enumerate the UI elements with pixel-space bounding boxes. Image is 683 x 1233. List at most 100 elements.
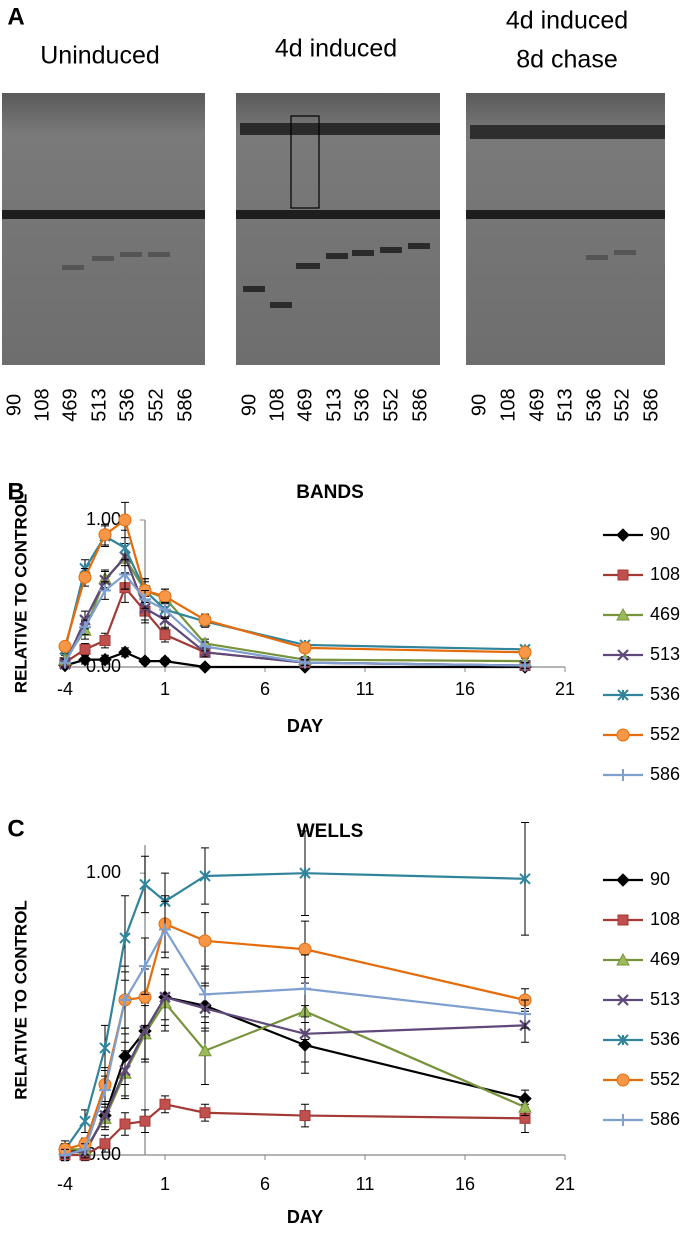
- lane-label: 552: [611, 388, 633, 421]
- x-tick-label: 11: [356, 1174, 375, 1194]
- marker: [518, 1100, 532, 1113]
- legend-marker: [616, 728, 630, 742]
- series: [58, 895, 532, 1156]
- lane-label: 586: [640, 388, 662, 421]
- lane-label: 513: [323, 388, 345, 421]
- marker: [79, 643, 91, 655]
- series: [59, 559, 531, 672]
- faint-bands: [62, 250, 636, 270]
- legend-marker: [616, 528, 630, 542]
- marker: [199, 870, 211, 882]
- marker: [98, 528, 112, 542]
- marker: [99, 1138, 111, 1150]
- marker: [198, 613, 212, 627]
- x-tick-label: 16: [455, 679, 475, 699]
- legend-label: 513: [650, 989, 680, 1009]
- gel-band: [243, 286, 265, 292]
- marker: [159, 923, 171, 936]
- y-tick-label: 1.00: [86, 509, 121, 529]
- legend-label: 108: [650, 564, 680, 584]
- series-line: [64, 585, 526, 667]
- lane-label: 90: [238, 394, 260, 416]
- marker: [78, 652, 92, 667]
- gel-band: [92, 256, 114, 261]
- marker: [59, 656, 71, 669]
- legend-marker: [616, 952, 630, 966]
- marker: [159, 991, 171, 1003]
- marker: [299, 1110, 311, 1122]
- marker: [298, 942, 312, 956]
- series: [59, 1095, 531, 1162]
- marker: [299, 656, 311, 669]
- marker: [78, 570, 92, 584]
- panel-label: A: [7, 3, 24, 30]
- marker: [119, 1064, 131, 1077]
- legend-marker: [617, 569, 629, 581]
- series-line: [64, 872, 526, 1150]
- marker: [158, 589, 172, 603]
- gel-band: [2, 210, 205, 219]
- series-line: [65, 995, 526, 1154]
- marker: [198, 660, 212, 674]
- gel-well: [470, 125, 665, 139]
- x-tick-label: 6: [260, 679, 270, 699]
- x-tick-label: 21: [555, 679, 575, 699]
- marker: [199, 988, 211, 1001]
- marker: [198, 1043, 212, 1057]
- lane-label: 108: [31, 388, 53, 421]
- marker: [139, 593, 151, 606]
- lane-label: 469: [294, 388, 316, 421]
- x-axis-title: DAY: [287, 716, 323, 736]
- marker: [118, 513, 132, 527]
- legend-marker: [617, 1114, 629, 1126]
- marker: [79, 1115, 91, 1127]
- lane-label: 536: [116, 388, 138, 421]
- lane-label: 513: [554, 388, 576, 421]
- x-tick-label: 11: [356, 679, 375, 699]
- legend-label: 513: [650, 644, 680, 664]
- gel: [236, 93, 440, 365]
- marker: [99, 1084, 111, 1097]
- blot-title: 4d induced: [506, 7, 628, 35]
- marker: [519, 1008, 531, 1021]
- gel-band: [408, 243, 430, 249]
- legend-marker: [617, 769, 629, 781]
- legend-marker: [616, 1073, 630, 1087]
- gel-band: [586, 255, 608, 260]
- x-tick-label: -4: [57, 1174, 73, 1194]
- marker: [298, 641, 312, 655]
- blot-title: 4d induced: [275, 35, 397, 63]
- gel-images: [2, 93, 665, 365]
- marker: [99, 1109, 111, 1122]
- gel: [2, 93, 205, 365]
- marker: [159, 603, 171, 616]
- marker: [58, 639, 72, 653]
- chart-title: WELLS: [297, 821, 364, 842]
- chart-title: BANDS: [296, 482, 364, 503]
- lane-label: 108: [266, 388, 288, 421]
- y-tick-label: 1.00: [86, 862, 121, 882]
- legend-label: 536: [650, 1029, 680, 1049]
- marker: [139, 960, 151, 973]
- legend-label: 536: [650, 684, 680, 704]
- marker: [119, 568, 131, 581]
- x-axis-title: DAY: [287, 1207, 323, 1227]
- lane-label: 108: [497, 388, 519, 421]
- lane-label: 536: [351, 388, 373, 421]
- x-tick-label: 6: [260, 1174, 270, 1194]
- marker: [119, 1118, 131, 1130]
- blot-title: 8d chase: [516, 46, 617, 74]
- gel-band: [148, 252, 170, 257]
- lane-label: 90: [3, 394, 25, 416]
- x-tick-label: -4: [57, 679, 73, 699]
- lane-label: 469: [59, 388, 81, 421]
- marker: [299, 982, 311, 995]
- series: [59, 900, 531, 1162]
- marker: [98, 652, 112, 667]
- gel-bands: [243, 243, 430, 308]
- series-line: [64, 995, 526, 1154]
- legend-marker: [617, 649, 629, 661]
- lane-label: 552: [145, 388, 167, 421]
